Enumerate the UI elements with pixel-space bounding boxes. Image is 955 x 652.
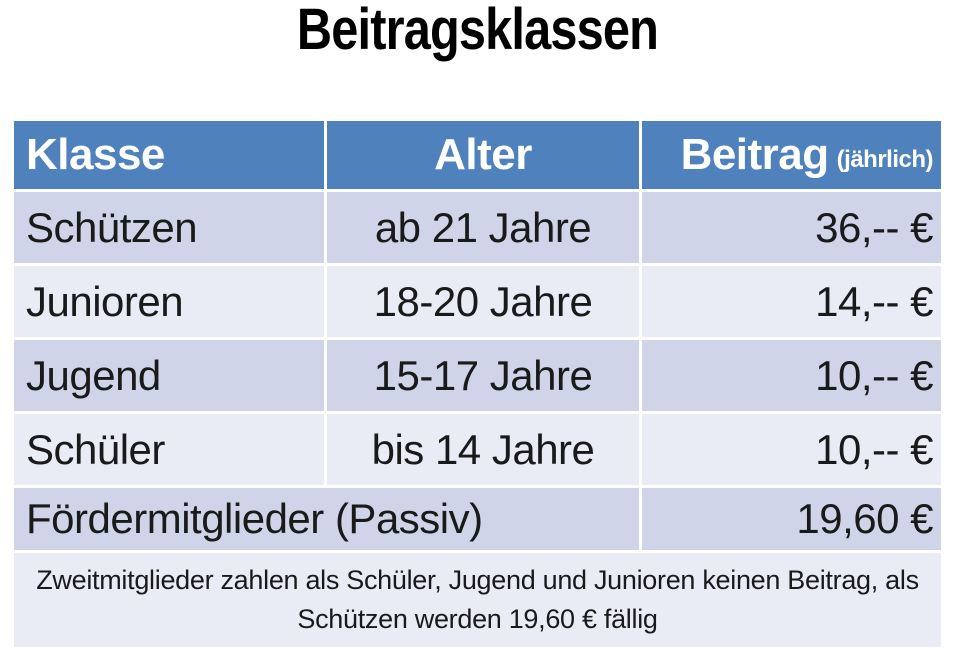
table-footer-row: Zweitmitglieder zahlen als Schüler, Juge…	[14, 553, 941, 647]
cell-klasse-merged: Fördermitglieder (Passiv)	[14, 488, 639, 550]
cell-alter: 15-17 Jahre	[327, 340, 639, 411]
cell-alter: ab 21 Jahre	[327, 192, 639, 263]
cell-klasse: Schützen	[14, 192, 324, 263]
page-title: Beitragsklassen	[296, 0, 659, 62]
column-header-beitrag-suffix: (jährlich)	[836, 146, 934, 173]
cell-beitrag: 19,60 €	[642, 488, 941, 550]
cell-klasse: Schüler	[14, 414, 324, 485]
table-row: Fördermitglieder (Passiv) 19,60 €	[14, 488, 941, 550]
column-header-klasse: Klasse	[14, 121, 324, 189]
table-header-row: Klasse Alter Beitrag (jährlich)	[14, 121, 941, 189]
cell-alter: bis 14 Jahre	[327, 414, 639, 485]
table-row: Schüler bis 14 Jahre 10,-- €	[14, 414, 941, 485]
column-header-alter: Alter	[327, 121, 639, 189]
table-row: Junioren 18-20 Jahre 14,-- €	[14, 266, 941, 337]
cell-klasse: Jugend	[14, 340, 324, 411]
cell-beitrag: 14,-- €	[642, 266, 941, 337]
column-header-beitrag-label: Beitrag	[680, 130, 830, 179]
column-header-beitrag: Beitrag (jährlich)	[642, 121, 941, 189]
cell-beitrag: 36,-- €	[642, 192, 941, 263]
contribution-table: Klasse Alter Beitrag (jährlich) Schützen…	[14, 121, 941, 647]
cell-beitrag: 10,-- €	[642, 340, 941, 411]
footer-note: Zweitmitglieder zahlen als Schüler, Juge…	[14, 553, 941, 647]
table-row: Jugend 15-17 Jahre 10,-- €	[14, 340, 941, 411]
cell-alter: 18-20 Jahre	[327, 266, 639, 337]
table-row: Schützen ab 21 Jahre 36,-- €	[14, 192, 941, 263]
cell-klasse: Junioren	[14, 266, 324, 337]
cell-beitrag: 10,-- €	[642, 414, 941, 485]
